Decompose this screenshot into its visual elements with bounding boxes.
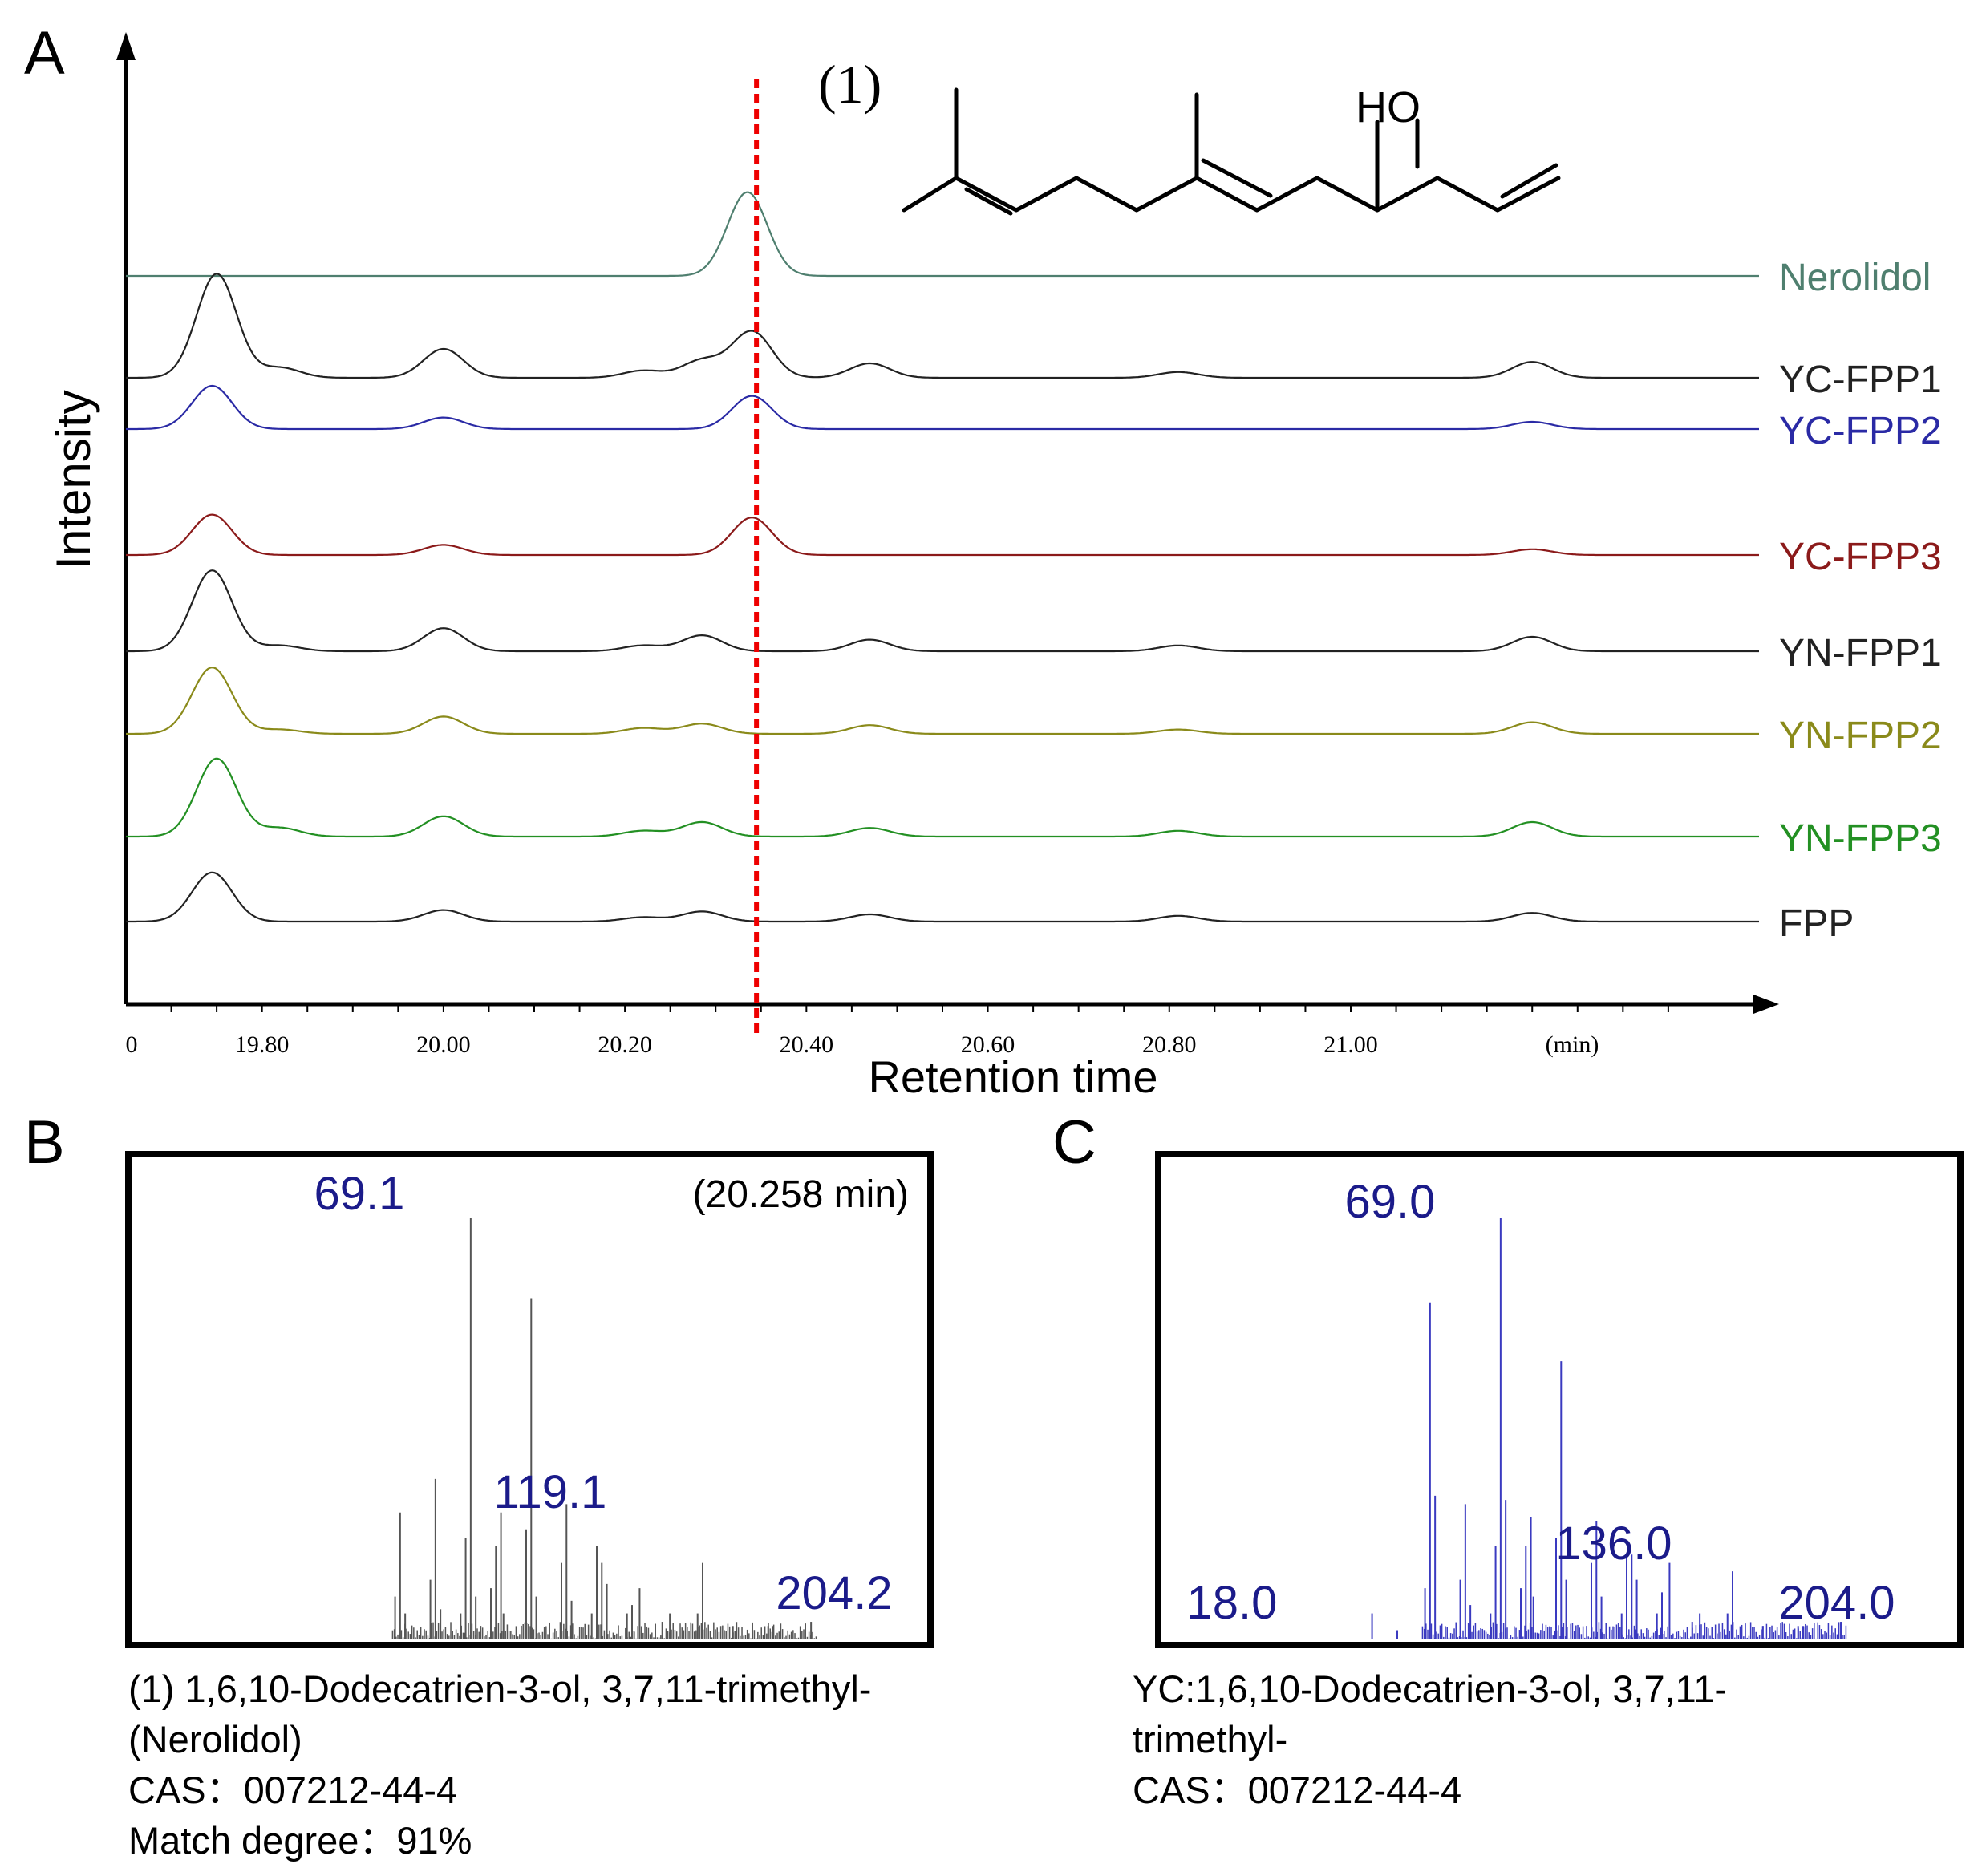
peak-label: 136.0 (1555, 1517, 1672, 1570)
x-tick-label: 20.60 (961, 1031, 1015, 1058)
caption-line: CAS：007212-44-4 (128, 1769, 457, 1811)
peak-label: 69.0 (1345, 1176, 1436, 1228)
trace-yc-fpp1 (126, 273, 1759, 379)
peak-label: 18.0 (1187, 1577, 1278, 1629)
x-unit-label: (min) (1546, 1031, 1599, 1058)
x-origin-label: 0 (126, 1031, 138, 1058)
spectrum-b-time: (20.258 min) (693, 1173, 909, 1216)
caption-line: trimethyl- (1133, 1718, 1287, 1761)
x-tick-labels: 19.80 20.00 20.20 20.40 20.60 20.80 21.00 (235, 1031, 1378, 1058)
spectrum-b-bars (391, 1218, 817, 1639)
x-axis-label: Retention time (868, 1051, 1157, 1102)
caption-line: Match degree：91% (128, 1819, 472, 1862)
trace-label-nerolidol: Nerolidol (1779, 257, 1931, 299)
trace-label-yn-fpp2: YN-FPP2 (1779, 715, 1942, 757)
peak-label: 204.2 (776, 1567, 892, 1619)
chromatogram-traces (126, 191, 1759, 923)
hydroxyl-label: HO (1356, 83, 1421, 132)
trace-label-fpp: FPP (1779, 902, 1854, 945)
peak-label: 119.1 (494, 1466, 607, 1518)
spectrum-c-peak-labels: 18.0 69.0 136.0 204.0 (1187, 1176, 1895, 1629)
x-tick-label: 20.00 (416, 1031, 471, 1058)
trace-yc-fpp3 (126, 513, 1759, 557)
spectrum-b-frame (125, 1151, 934, 1648)
trace-yc-fpp2 (126, 384, 1759, 431)
x-tick-label: 20.20 (598, 1031, 652, 1058)
y-axis-arrow (116, 32, 136, 60)
trace-yn-fpp2 (126, 667, 1759, 735)
nerolidol-structure (902, 87, 1561, 216)
panel-c-mass-spectrum: C 18.0 69.0 136.0 204.0 YC:1,6,10-Dodecatri… (1052, 1108, 1964, 1811)
panel-a-chromatogram: A Intensity 19.80 20.00 20.20 20.40 20.60 20.… (24, 19, 1942, 1102)
caption-line: (Nerolidol) (128, 1718, 302, 1761)
spectrum-c-frame (1155, 1151, 1964, 1648)
peak-label: 69.1 (314, 1168, 405, 1220)
x-minor-ticks (170, 1004, 1669, 1012)
panel-b-mass-spectrum: B 69.1 119.1 204.2 (20.258 min) (1) 1,6,10… (24, 1108, 934, 1862)
trace-yn-fpp3 (126, 757, 1759, 838)
trace-label-yc-fpp2: YC-FPP2 (1779, 410, 1942, 452)
marker-label: (1) (818, 54, 882, 115)
panel-label-c: C (1052, 1108, 1096, 1177)
panel-label-a: A (24, 19, 65, 87)
trace-label-yn-fpp3: YN-FPP3 (1779, 817, 1942, 860)
x-tick-label: 21.00 (1323, 1031, 1378, 1058)
trace-nerolidol (126, 191, 1759, 278)
spectrum-c-caption: YC:1,6,10-Dodecatrien-3-ol, 3,7,11- trime… (1133, 1667, 1727, 1811)
x-axis-arrow (1753, 995, 1779, 1014)
y-axis-label: Intensity (47, 390, 100, 569)
spectrum-b-caption: (1) 1,6,10-Dodecatrien-3-ol, 3,7,11-trim… (128, 1667, 871, 1862)
trace-labels: Nerolidol YC-FPP1 YC-FPP2 YC-FPP3 YN-FPP1 YN-… (1779, 257, 1942, 945)
trace-label-yn-fpp1: YN-FPP1 (1779, 632, 1942, 675)
caption-line: (1) 1,6,10-Dodecatrien-3-ol, 3,7,11-trim… (128, 1667, 871, 1710)
spectrum-b-peak-labels: 69.1 119.1 204.2 (314, 1168, 893, 1619)
trace-label-yc-fpp1: YC-FPP1 (1779, 359, 1942, 401)
peak-label: 204.0 (1778, 1577, 1895, 1629)
trace-yn-fpp1 (126, 569, 1759, 653)
caption-line: CAS：007212-44-4 (1133, 1769, 1461, 1811)
x-tick-label: 20.80 (1142, 1031, 1197, 1058)
trace-label-yc-fpp3: YC-FPP3 (1779, 536, 1942, 578)
x-tick-label: 19.80 (235, 1031, 290, 1058)
spectrum-c-bars (1371, 1218, 1847, 1639)
panel-label-b: B (24, 1108, 65, 1177)
trace-fpp (126, 871, 1759, 923)
x-tick-label: 20.40 (780, 1031, 834, 1058)
caption-line: YC:1,6,10-Dodecatrien-3-ol, 3,7,11- (1133, 1667, 1727, 1710)
